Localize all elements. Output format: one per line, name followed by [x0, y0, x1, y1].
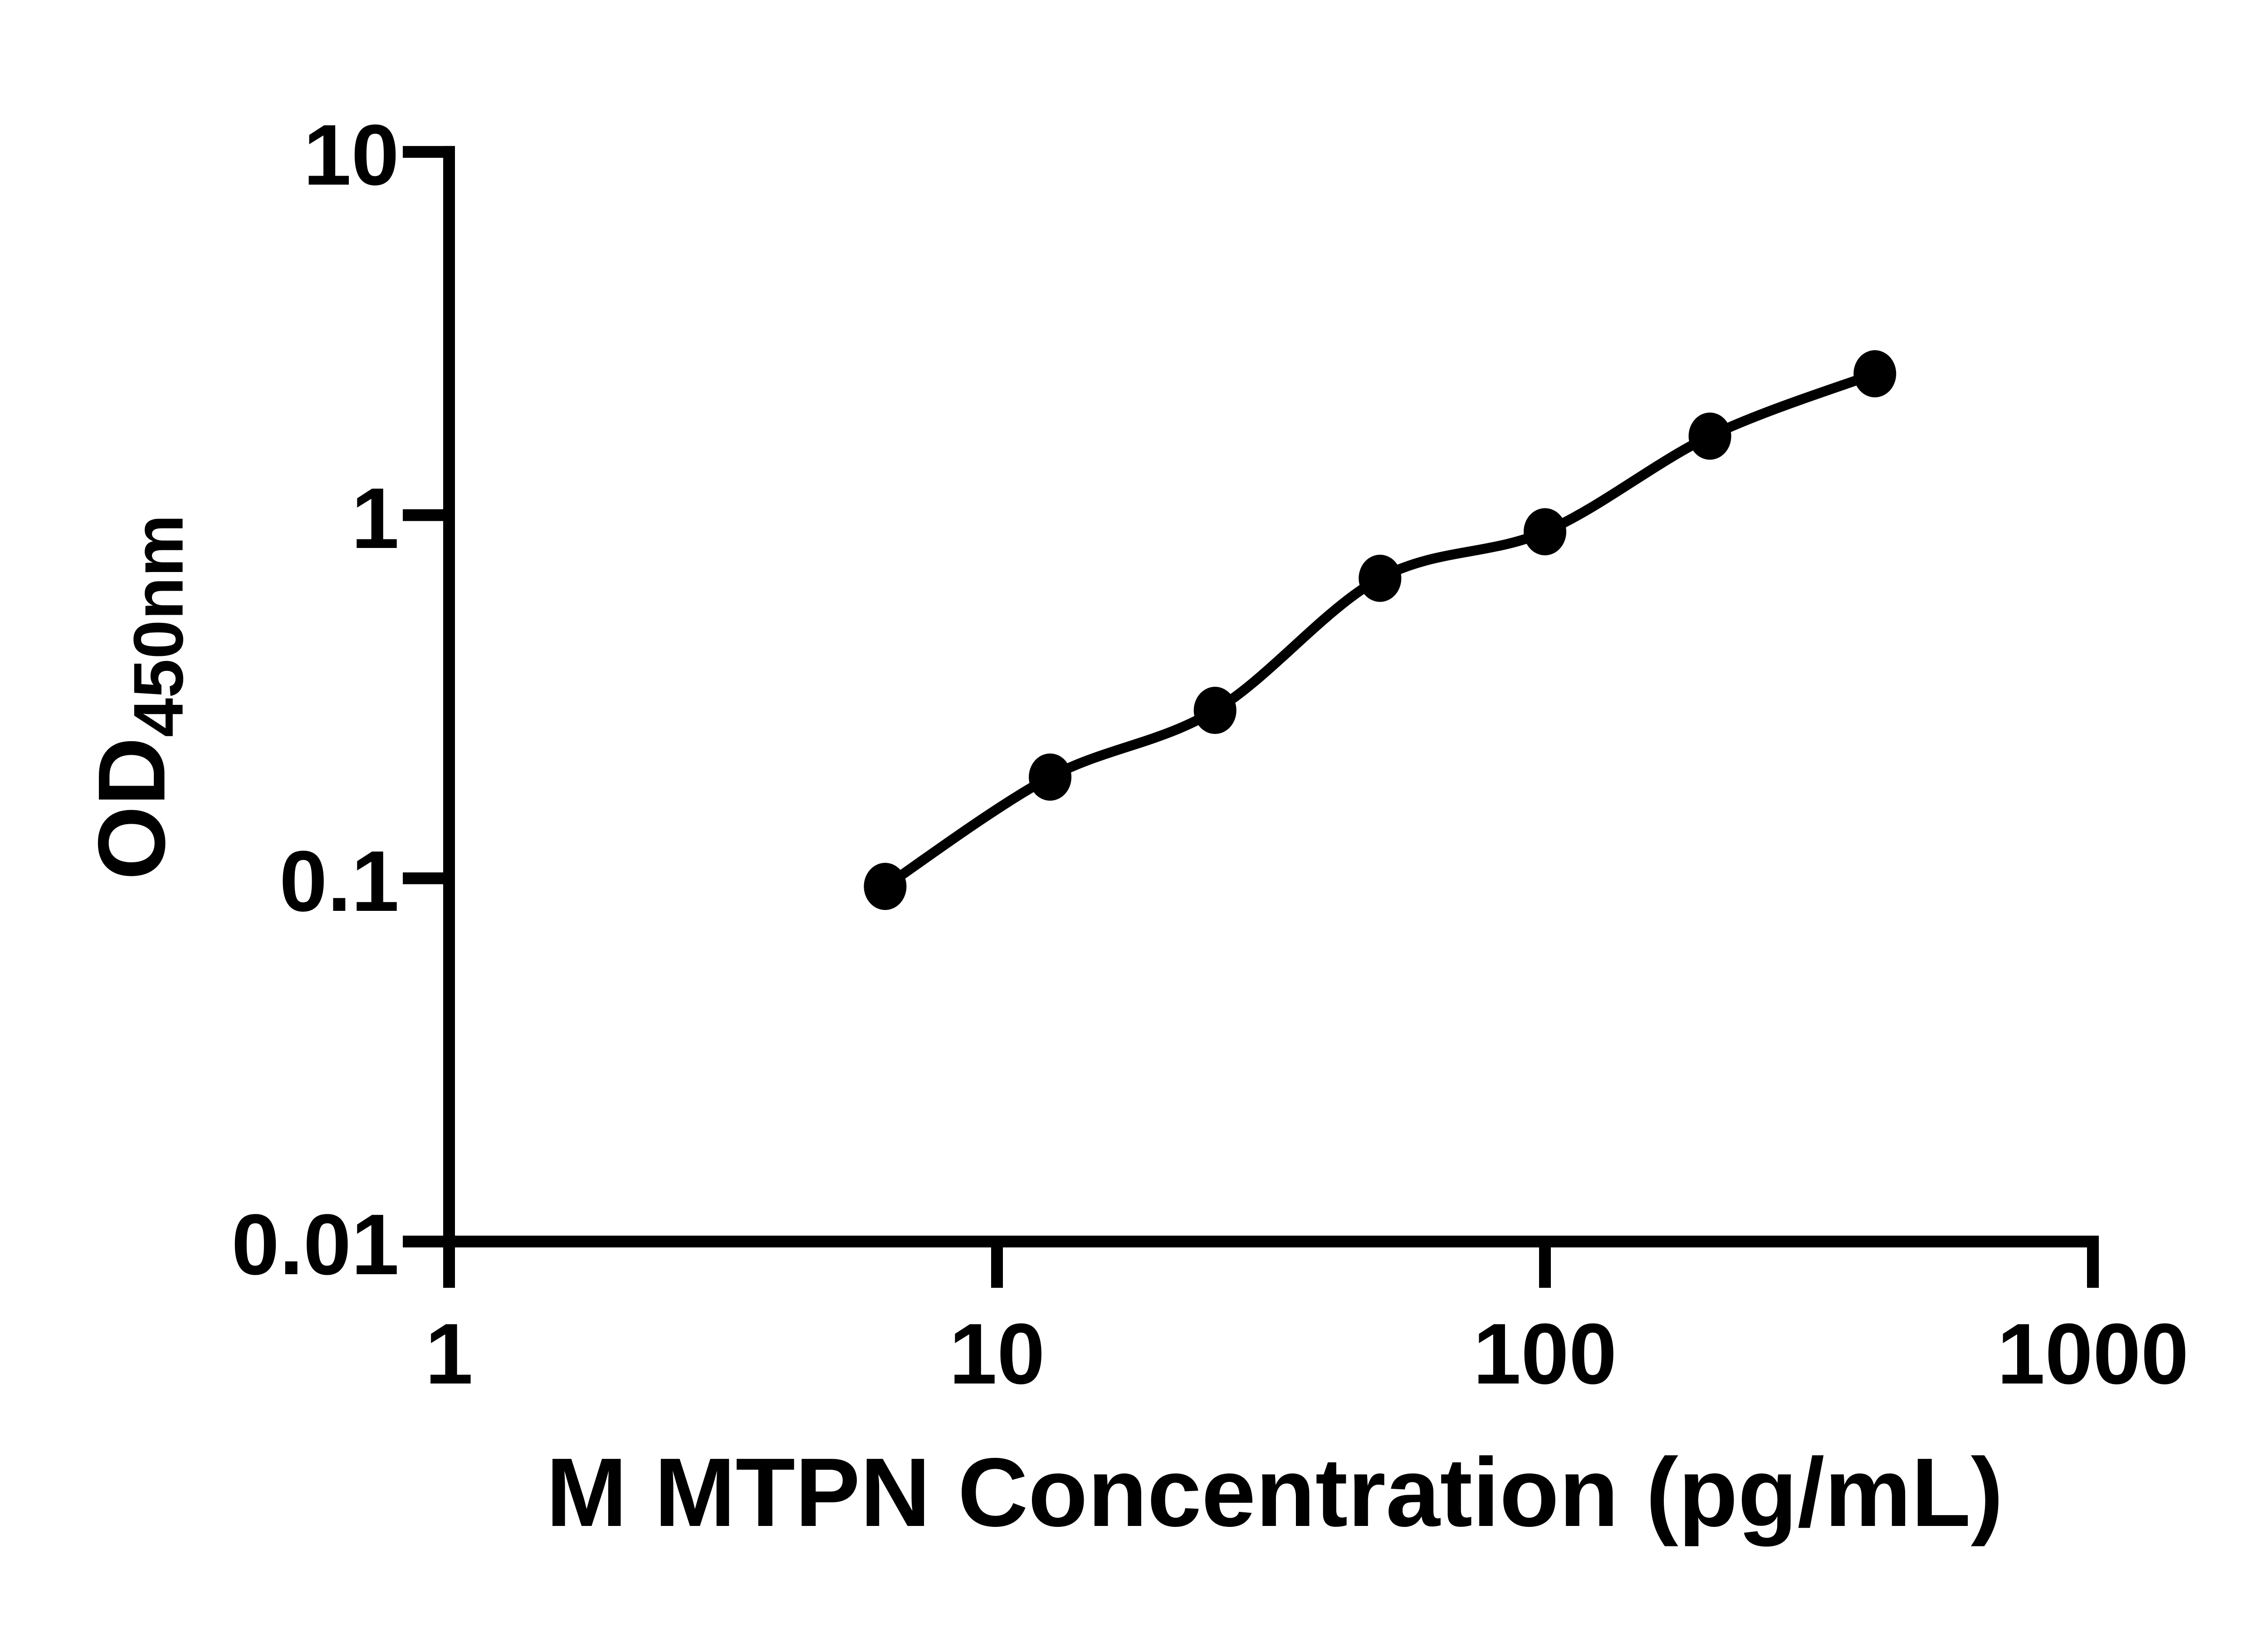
data-point — [1853, 350, 1897, 397]
x-tick-label: 1 — [425, 1306, 473, 1402]
data-point — [1359, 554, 1402, 602]
data-point — [1688, 412, 1731, 460]
data-point — [1029, 753, 1072, 801]
y-tick-label: 1 — [351, 470, 399, 567]
y-axis-title-subscript: 450nm — [119, 514, 198, 738]
x-tick-label: 1000 — [1997, 1306, 2189, 1402]
x-tick-label: 100 — [1473, 1306, 1617, 1402]
y-tick-label: 0.1 — [279, 833, 399, 930]
data-point — [864, 863, 907, 910]
y-axis-title-main: OD — [78, 737, 185, 880]
y-tick-label: 0.01 — [231, 1197, 399, 1293]
data-point — [1524, 508, 1566, 556]
x-tick-label: 10 — [949, 1306, 1045, 1402]
data-point — [1193, 687, 1237, 734]
y-tick-label: 10 — [303, 107, 399, 203]
y-axis-title: OD450nm — [78, 514, 198, 880]
x-axis-title: M MTPN Concentration (pg/mL) — [546, 1437, 2004, 1547]
